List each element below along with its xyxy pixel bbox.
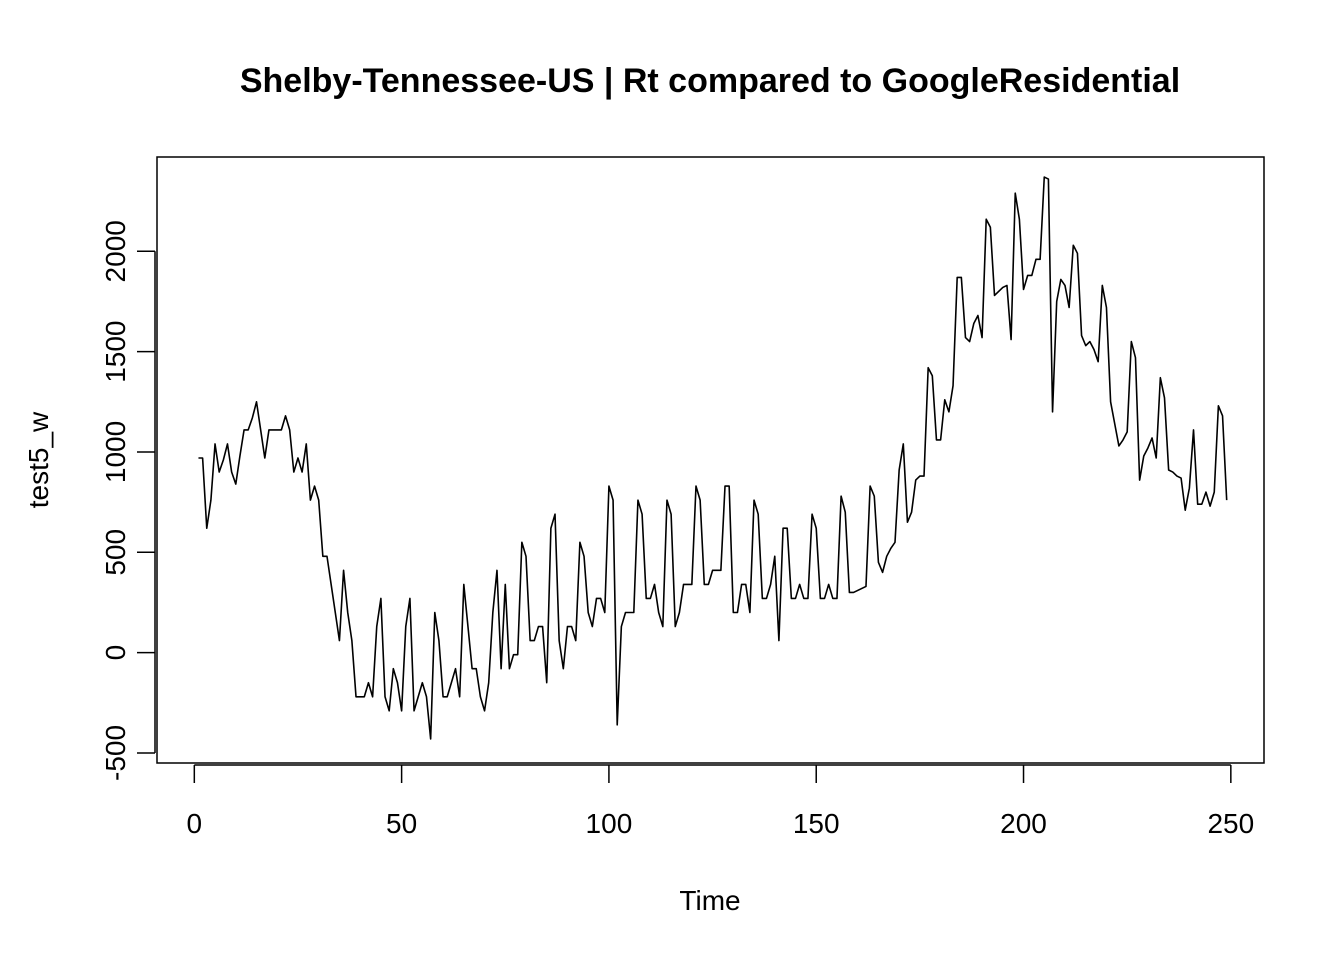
y-tick-label: -500: [100, 725, 131, 781]
y-tick-label: 1000: [100, 421, 131, 483]
y-axis: -500 0 500 1000 1500 2000: [100, 220, 156, 781]
y-tick-label: 2000: [100, 220, 131, 282]
x-axis: 0 50 100 150 200 250: [187, 764, 1254, 839]
series-line: [198, 176, 1228, 740]
y-tick-label: 0: [100, 645, 131, 661]
y-tick-label: 500: [100, 529, 131, 576]
x-tick-label: 200: [1000, 808, 1047, 839]
x-axis-label: Time: [679, 885, 740, 916]
y-axis-label: test5_w: [23, 411, 54, 508]
plot-frame: [156, 156, 1265, 764]
x-tick-label: 0: [187, 808, 203, 839]
x-tick-label: 100: [586, 808, 633, 839]
y-tick-label: 1500: [100, 320, 131, 382]
x-tick-label: 250: [1207, 808, 1254, 839]
chart-title: Shelby-Tennessee-US | Rt compared to Goo…: [240, 62, 1180, 100]
x-tick-label: 150: [793, 808, 840, 839]
x-tick-label: 50: [386, 808, 417, 839]
